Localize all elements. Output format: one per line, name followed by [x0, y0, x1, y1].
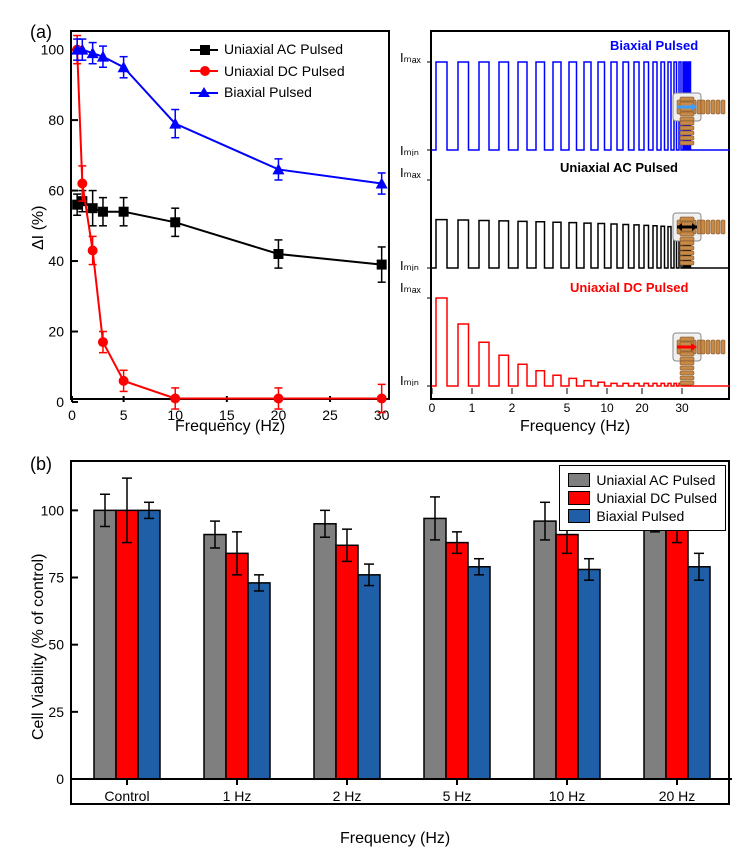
svg-text:100: 100 — [41, 502, 65, 518]
svg-text:25: 25 — [322, 407, 338, 423]
svg-text:0: 0 — [429, 401, 436, 415]
svg-text:30: 30 — [675, 401, 689, 415]
panel-a-right: 0125102030 — [430, 30, 730, 400]
legend-row-ac: Uniaxial AC Pulsed — [190, 40, 345, 60]
legend-row-dc: Uniaxial DC Pulsed — [190, 62, 345, 82]
panel-a-right-svg: 0125102030 — [432, 32, 732, 402]
imin-2: Iₘᵢₙ — [400, 258, 419, 274]
panel-a-right-xlabel: Frequency (Hz) — [520, 418, 630, 436]
svg-text:2: 2 — [509, 401, 516, 415]
legend-b-label-ac: Uniaxial AC Pulsed — [596, 472, 715, 488]
imin-1: Iₘᵢₙ — [400, 143, 419, 159]
legend-label-biax: Biaxial Pulsed — [224, 83, 312, 103]
panel-a-left-ylabel: ΔI (%) — [30, 206, 48, 250]
legend-label-dc: Uniaxial DC Pulsed — [224, 62, 345, 82]
svg-text:60: 60 — [48, 183, 64, 199]
svg-text:0: 0 — [56, 771, 64, 787]
svg-text:25: 25 — [48, 704, 64, 720]
imax-3: Iₘₐₓ — [400, 280, 421, 296]
legend-label-ac: Uniaxial AC Pulsed — [224, 40, 343, 60]
svg-text:20: 20 — [635, 401, 649, 415]
svg-text:5: 5 — [564, 401, 571, 415]
legend-b-label-dc: Uniaxial DC Pulsed — [596, 490, 717, 506]
imax-1: Iₘₐₓ — [400, 50, 421, 66]
legend-row-biax: Biaxial Pulsed — [190, 83, 345, 103]
legend-b-dc: Uniaxial DC Pulsed — [568, 490, 717, 506]
svg-text:80: 80 — [48, 112, 64, 128]
figure-root: (a) 051015202530020406080100 ΔI (%) Freq… — [0, 0, 750, 863]
svg-text:Control: Control — [104, 788, 149, 804]
svg-text:100: 100 — [41, 42, 65, 58]
trace-label-biax: Biaxial Pulsed — [610, 38, 698, 53]
panel-a-letter: (a) — [30, 22, 52, 43]
panel-a-left-xlabel: Frequency (Hz) — [175, 418, 285, 436]
svg-text:20: 20 — [48, 324, 64, 340]
imax-2: Iₘₐₓ — [400, 165, 421, 181]
svg-text:10: 10 — [600, 401, 614, 415]
panel-b-letter: (b) — [30, 454, 52, 475]
svg-text:5 Hz: 5 Hz — [443, 788, 472, 804]
imin-3: Iₘᵢₙ — [400, 373, 419, 389]
panel-b-ylabel: Cell Viability (% of control) — [30, 554, 48, 740]
svg-text:0: 0 — [68, 407, 76, 423]
trace-label-dc: Uniaxial DC Pulsed — [570, 280, 688, 295]
svg-text:40: 40 — [48, 253, 64, 269]
panel-b-xlabel: Frequency (Hz) — [340, 830, 450, 848]
legend-b-biax: Biaxial Pulsed — [568, 508, 717, 524]
svg-text:0: 0 — [56, 394, 64, 410]
svg-text:75: 75 — [48, 570, 64, 586]
panel-a-left-legend: Uniaxial AC Pulsed Uniaxial DC Pulsed Bi… — [190, 40, 345, 105]
svg-text:1 Hz: 1 Hz — [223, 788, 252, 804]
trace-label-ac: Uniaxial AC Pulsed — [560, 160, 678, 175]
legend-b-ac: Uniaxial AC Pulsed — [568, 472, 717, 488]
svg-text:2 Hz: 2 Hz — [333, 788, 362, 804]
panel-b-legend: Uniaxial AC Pulsed Uniaxial DC Pulsed Bi… — [559, 465, 726, 531]
svg-text:5: 5 — [120, 407, 128, 423]
legend-b-label-biax: Biaxial Pulsed — [596, 508, 684, 524]
svg-text:1: 1 — [469, 401, 476, 415]
svg-text:10 Hz: 10 Hz — [549, 788, 586, 804]
svg-text:20 Hz: 20 Hz — [659, 788, 696, 804]
svg-text:50: 50 — [48, 637, 64, 653]
